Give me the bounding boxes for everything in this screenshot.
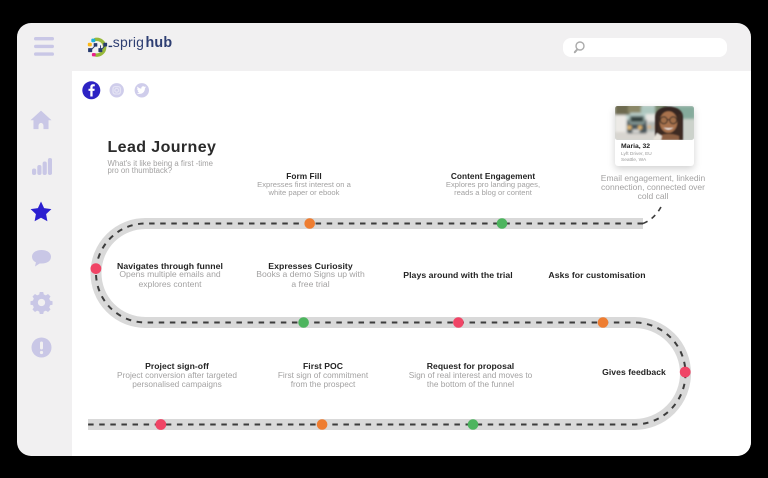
svg-text:hub: hub [146,35,173,51]
svg-text:sprig: sprig [113,34,144,50]
